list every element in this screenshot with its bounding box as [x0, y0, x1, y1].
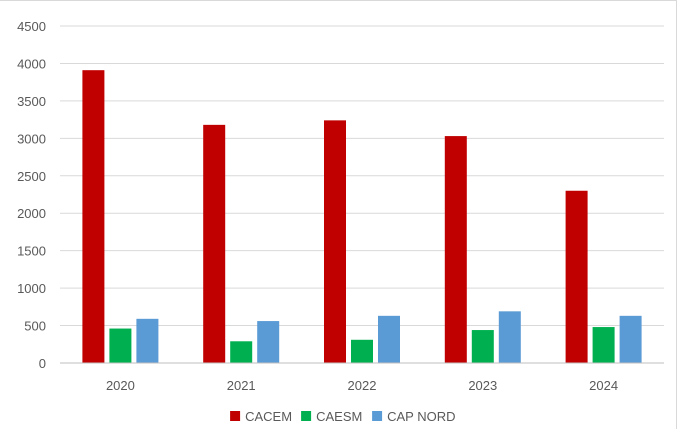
y-tick-label: 4500: [17, 19, 46, 34]
bar-cap-nord-2024: [619, 315, 642, 363]
y-tick-label: 1500: [17, 244, 46, 259]
y-tick-label: 2000: [17, 206, 46, 221]
bar-cacem-2024: [565, 190, 588, 363]
legend-label: CAP NORD: [387, 409, 455, 424]
y-tick-label: 2500: [17, 169, 46, 184]
bar-caesm-2024: [592, 327, 615, 363]
bar-cacem-2023: [444, 136, 467, 363]
bar-caesm-2022: [351, 339, 373, 363]
bar-cacem-2020: [82, 70, 105, 363]
y-tick-label: 0: [39, 356, 46, 371]
legend-label: CAESM: [316, 409, 362, 424]
bar-cap-nord-2020: [136, 318, 159, 363]
legend-swatch-caesm: [301, 411, 312, 421]
bar-cacem-2022: [324, 120, 346, 363]
bar-caesm-2021: [230, 341, 253, 363]
y-tick-label: 4000: [17, 56, 46, 71]
gridlines: [60, 25, 664, 327]
bars: [82, 70, 642, 363]
bar-caesm-2020: [109, 328, 132, 363]
x-tick-label: 2021: [227, 378, 256, 393]
bar-cap-nord-2022: [378, 315, 400, 363]
bar-cap-nord-2023: [498, 311, 521, 363]
x-tick-label: 2023: [468, 378, 497, 393]
x-tick-label: 2024: [589, 378, 618, 393]
bar-cap-nord-2021: [257, 321, 280, 363]
legend-swatch-cacem: [230, 411, 241, 421]
y-axis-ticks: 0 500 1000 1500 2000 2500 3000 3500 4000 4500: [17, 19, 46, 371]
bar-caesm-2023: [471, 330, 494, 363]
x-tick-label: 2020: [106, 378, 135, 393]
y-tick-label: 3000: [17, 131, 46, 146]
legend-label: CACEM: [245, 409, 292, 424]
bar-cacem-2021: [203, 124, 226, 363]
legend: CACEM CAESM CAP NORD: [230, 409, 455, 424]
legend-swatch-cap-nord: [372, 411, 383, 421]
x-axis-ticks: 2020 2021 2022 2023 2024: [106, 378, 618, 393]
x-tick-label: 2022: [348, 378, 377, 393]
y-tick-label: 500: [24, 319, 46, 334]
y-tick-label: 3500: [17, 94, 46, 109]
y-tick-label: 1000: [17, 281, 46, 296]
